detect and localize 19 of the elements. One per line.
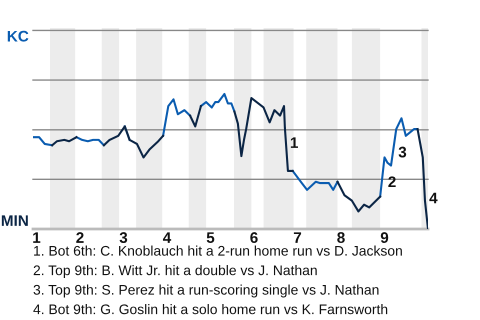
ref-line-label: KC — [8, 30, 28, 42]
text: 4. Bot 9th: G. Goslin hit a solo home run vs K. Farnsworth — [33, 304, 388, 314]
text: 2. Top 9th: B. Witt Jr. hit a double vs J. Nathan — [34, 265, 317, 278]
annotation: 3 — [398, 146, 406, 158]
x-tick-label: 4 — [162, 232, 172, 243]
x-tick-label: 3 — [120, 232, 128, 244]
x-tick-label: 1 — [33, 232, 40, 243]
x-tick-label: 5 — [206, 232, 214, 243]
x-tick-label: 9 — [380, 232, 388, 243]
text: MIN — [2, 215, 28, 226]
x-tick-label: 8 — [337, 232, 345, 243]
x-tick-label: 6 — [250, 232, 258, 243]
annotation: 1 — [290, 137, 298, 148]
x-tick-label: 2 — [76, 232, 84, 243]
annotation: 4 — [429, 192, 438, 204]
text: 3. Top 9th: S. Perez hit a run-scoring single vs J. Nathan — [34, 284, 378, 298]
text: 1. Bot 6th: C. Knoblauch hit a 2-run home run vs D. Jackson — [34, 246, 402, 256]
x-tick-label: 7 — [294, 232, 302, 243]
annotation: 2 — [388, 176, 396, 188]
